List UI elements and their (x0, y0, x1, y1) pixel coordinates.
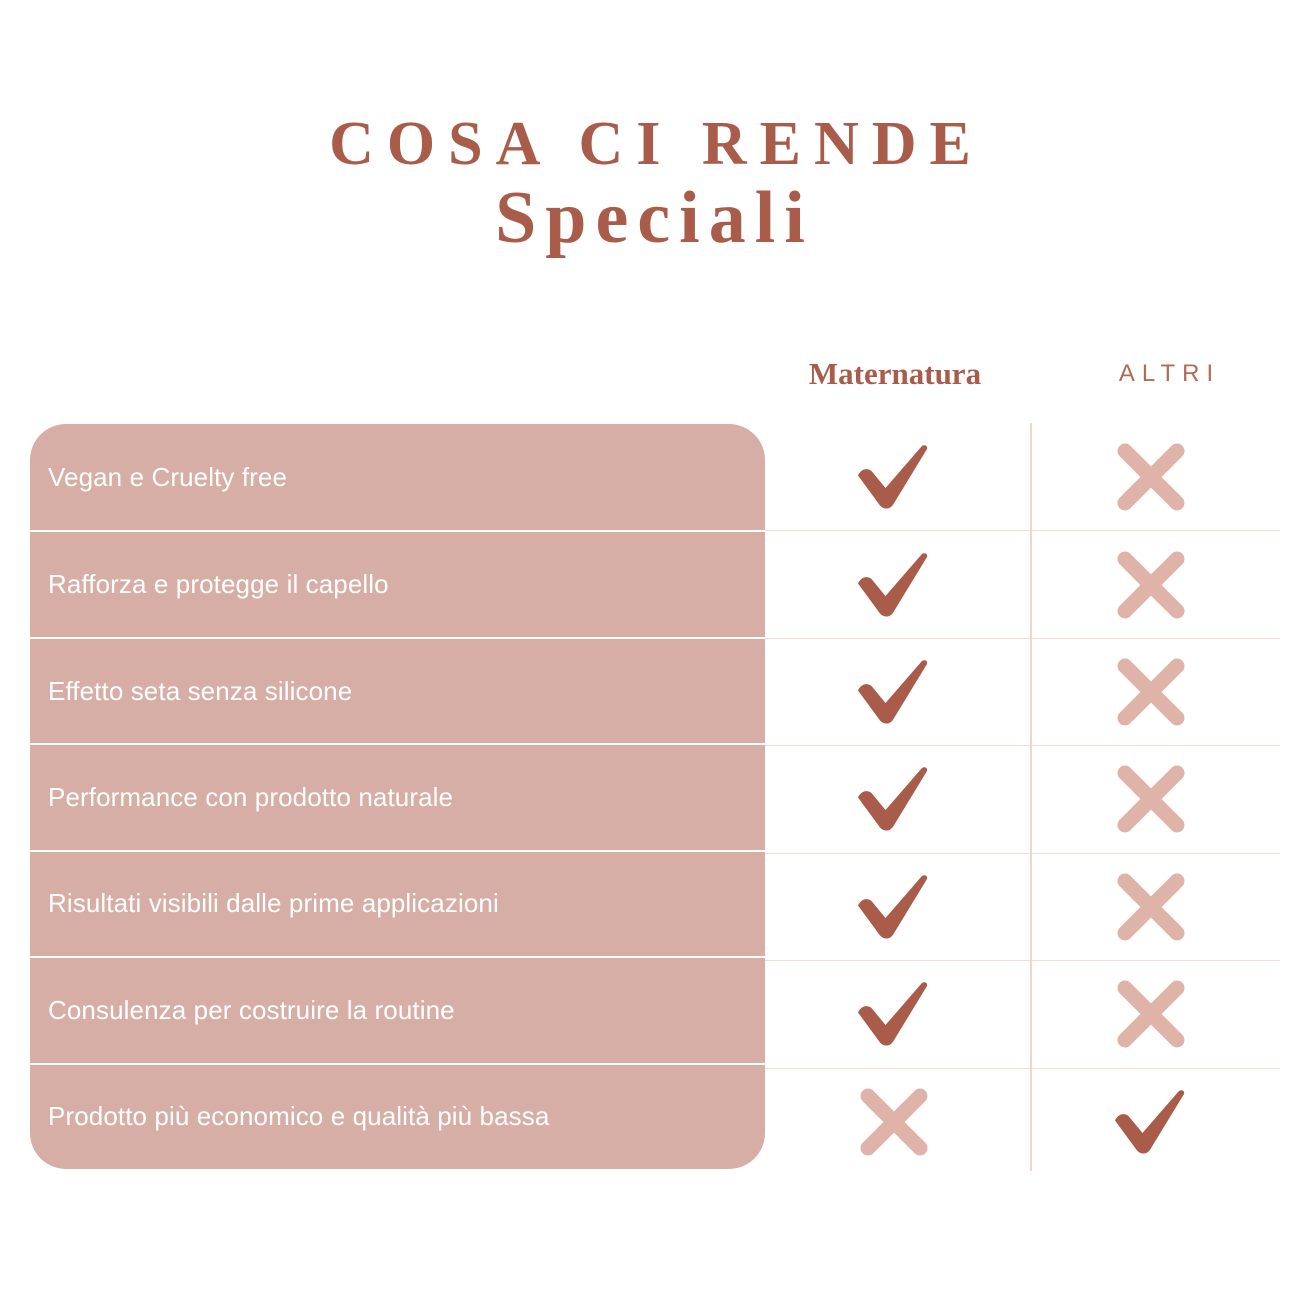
cross-icon-glyph (1117, 443, 1185, 511)
cross-icon-glyph (1117, 873, 1185, 941)
feature-row: Vegan e Cruelty free (30, 424, 765, 530)
cross-icon-altri (1023, 746, 1281, 852)
check-icon-maternatura (765, 854, 1023, 960)
cross-icon-glyph (1117, 765, 1185, 833)
comparison-row (765, 530, 1280, 637)
feature-label-panel: Vegan e Cruelty free Rafforza e protegge … (30, 424, 765, 1169)
feature-label: Vegan e Cruelty free (48, 461, 288, 492)
feature-label: Performance con prodotto naturale (48, 781, 454, 812)
feature-row: Risultati visibili dalle prime applicazi… (30, 849, 765, 956)
column-divider (1030, 423, 1032, 1171)
cross-icon-altri (1023, 424, 1281, 530)
comparison-row (765, 852, 1281, 960)
feature-label: Rafforza e protegge il capello (48, 569, 389, 600)
cross-icon-glyph (1117, 980, 1185, 1048)
check-icon-glyph (857, 767, 927, 832)
cross-icon-altri (1023, 854, 1281, 960)
feature-row: Performance con prodotto naturale (30, 743, 765, 849)
check-icon-maternatura (765, 961, 1023, 1067)
check-icon-glyph (1115, 1089, 1185, 1154)
feature-row: Rafforza e protegge il capello (30, 530, 765, 636)
check-icon-maternatura (765, 424, 1023, 530)
check-icon-maternatura (765, 531, 1023, 637)
cross-icon-altri (1023, 961, 1281, 1067)
feature-label: Prodotto più economico e qualità più bas… (48, 1101, 550, 1132)
check-icon-maternatura (765, 639, 1023, 745)
comparison-mark-grid (765, 424, 1280, 1169)
check-icon-glyph (857, 875, 927, 939)
cross-icon-glyph (1117, 658, 1185, 726)
check-icon-glyph (857, 445, 927, 509)
feature-row: Effetto seta senza silicone (30, 636, 765, 743)
cross-icon-maternatura (765, 1069, 1023, 1175)
column-header-maternatura: Maternatura (808, 356, 982, 391)
comparison-row (765, 637, 1281, 745)
cross-icon-glyph (1117, 551, 1185, 619)
cross-icon-glyph (860, 1088, 928, 1156)
check-icon-maternatura (765, 746, 1023, 852)
comparison-row (765, 960, 1280, 1067)
cross-icon-altri (1023, 639, 1281, 745)
column-header-altri: ALTRI (1118, 360, 1221, 387)
cross-icon-altri (1023, 531, 1281, 637)
feature-label: Risultati visibili dalle prime applicazi… (48, 888, 499, 919)
comparison-row (765, 1067, 1281, 1175)
check-icon-glyph (857, 660, 927, 724)
feature-label: Effetto seta senza silicone (48, 675, 353, 706)
feature-row: Prodotto più economico e qualità più bas… (30, 1062, 765, 1169)
check-icon-glyph (857, 552, 927, 617)
page-title-line-2: Speciali (495, 177, 814, 259)
comparison-row (765, 745, 1280, 852)
feature-label: Consulenza per costruire la routine (48, 994, 455, 1025)
page-title: COSA CI RENDE Speciali (0, 108, 1300, 260)
comparison-row (765, 424, 1280, 530)
page-title-line-1: COSA CI RENDE (329, 110, 984, 178)
check-icon-altri (1023, 1069, 1281, 1175)
feature-row: Consulenza per costruire la routine (30, 956, 765, 1062)
check-icon-glyph (857, 982, 927, 1046)
